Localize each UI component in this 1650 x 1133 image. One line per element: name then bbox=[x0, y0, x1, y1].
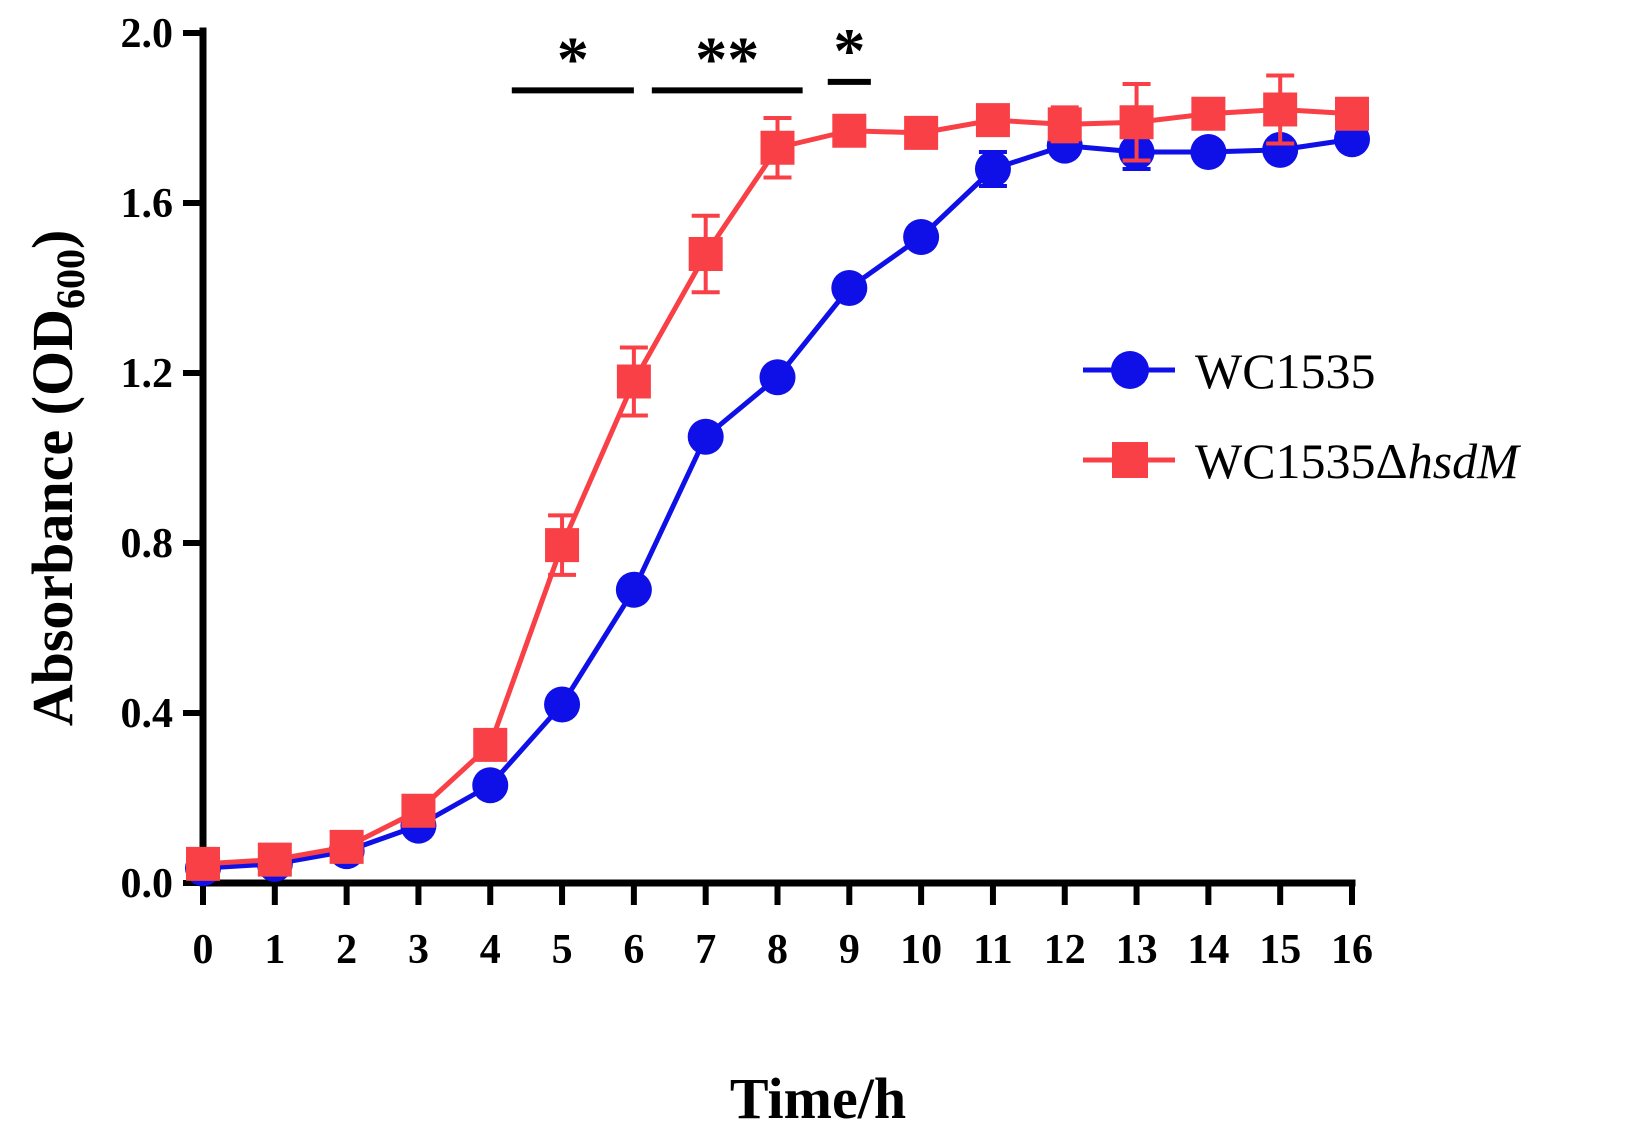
x-tick-label: 12 bbox=[1044, 927, 1086, 973]
data-point bbox=[975, 103, 1010, 138]
data-point bbox=[760, 130, 795, 165]
y-axis-title-close: ) bbox=[20, 230, 85, 249]
x-tick-label: 8 bbox=[767, 927, 788, 973]
legend-item-2: WC1535ΔhsdM bbox=[1083, 433, 1521, 489]
series-line bbox=[202, 107, 1353, 867]
data-point bbox=[1263, 92, 1298, 127]
data-point bbox=[687, 418, 724, 455]
legend-label: WC1535 bbox=[1195, 343, 1376, 399]
data-point bbox=[472, 767, 509, 804]
data-point bbox=[544, 686, 581, 723]
data-point bbox=[545, 528, 580, 563]
y-axis-title-main: Absorbance (OD bbox=[20, 309, 85, 726]
y-tick-label: 1.2 bbox=[121, 351, 174, 397]
data-point bbox=[1047, 107, 1082, 142]
data-point bbox=[1191, 96, 1226, 131]
x-tick-label: 9 bbox=[839, 927, 860, 973]
legend-label-italic: hsdM bbox=[1408, 433, 1521, 489]
axes: 0.00.40.81.21.62.00 1 2 3 4 5 6 7 8 9 10 11 12 13 14 15… bbox=[121, 11, 1374, 973]
x-tick-label: 4 bbox=[480, 927, 501, 973]
x-tick-label: 15 bbox=[1259, 927, 1301, 973]
data-point bbox=[904, 115, 939, 150]
data-point bbox=[473, 727, 508, 762]
data-point bbox=[688, 237, 723, 271]
x-axis-title: Time/h bbox=[730, 1066, 906, 1131]
legend: WC1535 WC1535ΔhsdM bbox=[1083, 343, 1521, 489]
significance-annotations: * ** * bbox=[511, 15, 871, 94]
x-tick-label: 0 bbox=[193, 927, 214, 973]
y-tick-label: 0.4 bbox=[121, 691, 174, 737]
data-point bbox=[831, 270, 868, 306]
x-tick-label: 7 bbox=[695, 927, 716, 973]
x-tick-label: 10 bbox=[900, 927, 942, 973]
data-point bbox=[974, 151, 1011, 187]
x-tick-label: 3 bbox=[408, 927, 429, 973]
y-tick-label: 2.0 bbox=[121, 11, 174, 57]
series-1 bbox=[185, 121, 1370, 887]
series-2 bbox=[186, 73, 1369, 881]
y-tick-label: 1.6 bbox=[121, 181, 174, 227]
data-point bbox=[759, 359, 796, 396]
x-tick-label: 13 bbox=[1116, 927, 1158, 973]
x-tick-label: 14 bbox=[1187, 927, 1229, 973]
data-point bbox=[832, 113, 867, 148]
data-point bbox=[616, 364, 651, 399]
x-tick-label: 2 bbox=[336, 927, 357, 973]
significance-star: * bbox=[833, 15, 865, 86]
legend-label-main: WC1535Δ bbox=[1195, 433, 1408, 489]
significance-star: ** bbox=[695, 23, 759, 94]
series-line bbox=[202, 136, 1353, 871]
x-tick-label: 16 bbox=[1331, 927, 1373, 973]
legend-label: WC1535ΔhsdM bbox=[1195, 433, 1521, 489]
data-point bbox=[1262, 131, 1299, 168]
x-tick-label: 1 bbox=[264, 927, 285, 973]
data-point bbox=[257, 842, 292, 877]
y-axis-title-subscript: 600 bbox=[48, 249, 93, 309]
y-tick-label: 0.8 bbox=[121, 521, 174, 567]
data-point bbox=[615, 571, 652, 608]
data-point bbox=[1190, 134, 1227, 170]
x-tick-label: 5 bbox=[552, 927, 573, 973]
y-tick-label: 0.0 bbox=[121, 861, 174, 907]
y-axis-title: Absorbance (OD600) bbox=[20, 230, 93, 727]
legend-marker bbox=[1111, 351, 1149, 389]
data-series bbox=[185, 73, 1370, 887]
legend-marker bbox=[1112, 442, 1148, 478]
data-point bbox=[1119, 105, 1154, 140]
data-point bbox=[329, 829, 364, 864]
legend-label-main: WC1535 bbox=[1195, 343, 1376, 399]
data-point bbox=[401, 793, 436, 828]
significance-star: * bbox=[557, 23, 589, 94]
x-tick-label: 6 bbox=[623, 927, 644, 973]
x-tick-label: 11 bbox=[973, 927, 1013, 973]
data-point bbox=[186, 846, 220, 881]
data-point bbox=[1335, 96, 1369, 131]
data-point bbox=[903, 219, 940, 255]
legend-item-1: WC1535 bbox=[1083, 343, 1376, 399]
